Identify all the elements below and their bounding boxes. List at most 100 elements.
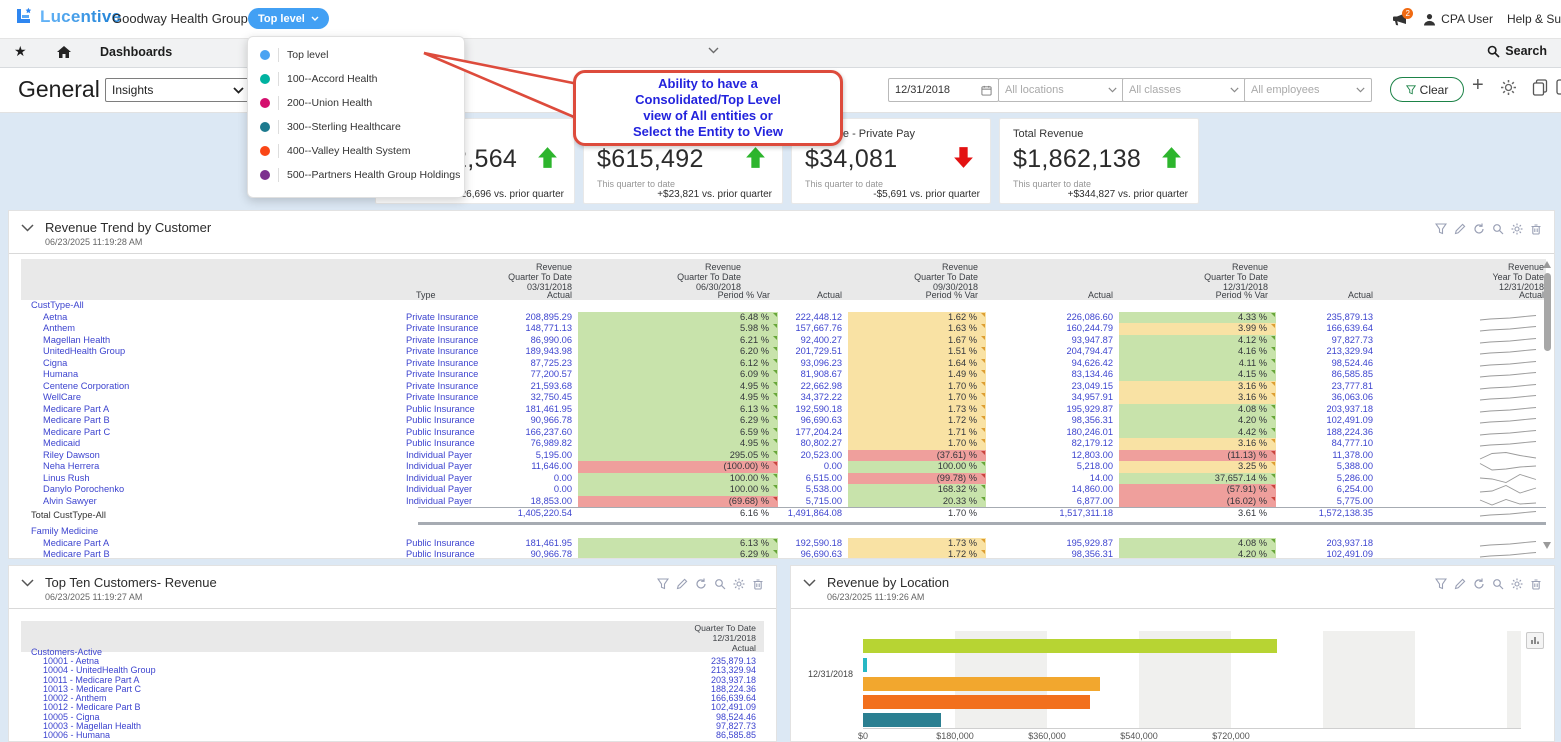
clipped-toolbar-icon[interactable] xyxy=(1556,79,1561,95)
customer-link[interactable]: Medicare Part B xyxy=(43,549,110,559)
entity-dropdown-item[interactable]: Top level xyxy=(248,43,464,67)
collapse-caret-icon[interactable] xyxy=(21,579,34,587)
view-select[interactable]: Insights xyxy=(105,78,251,102)
favorites-star-icon[interactable]: ★ xyxy=(14,43,27,59)
entity-dropdown-item[interactable]: 400--Valley Health System xyxy=(248,139,464,163)
customer-link[interactable]: Medicare Part A xyxy=(43,403,110,414)
chart-export-icon[interactable] xyxy=(1526,632,1544,649)
search-icon xyxy=(1487,45,1500,58)
customer-link[interactable]: Linus Rush xyxy=(43,472,90,483)
customer-link[interactable]: Danylo Porochenko xyxy=(43,484,125,494)
customer-link[interactable]: WellCare xyxy=(43,392,82,402)
customer-link[interactable]: Medicare Part B xyxy=(43,415,110,425)
zoom-icon[interactable] xyxy=(1492,578,1504,590)
add-icon[interactable]: + xyxy=(1472,74,1484,96)
customer-link[interactable]: 10005 - Cigna xyxy=(43,711,100,722)
settings-icon[interactable] xyxy=(1511,578,1523,590)
actual-value-cell: 90,966.78 xyxy=(530,415,572,425)
filter-icon[interactable] xyxy=(1435,223,1447,235)
delete-icon[interactable] xyxy=(1530,578,1542,590)
home-icon[interactable] xyxy=(56,44,72,59)
nav-dashboards[interactable]: Dashboards xyxy=(100,45,173,59)
gear-icon[interactable] xyxy=(1500,79,1517,96)
entity-dropdown-item[interactable]: 200--Union Health xyxy=(248,91,464,115)
customer-link[interactable]: Humana xyxy=(43,369,79,379)
actual-value-cell: 11,646.00 xyxy=(531,461,572,471)
customer-link[interactable]: 10012 - Medicare Part B xyxy=(43,702,141,713)
var-notch-icon xyxy=(981,439,985,443)
bar-segment[interactable] xyxy=(863,639,1277,653)
scroll-down-arrow[interactable] xyxy=(1543,542,1551,549)
customer-link[interactable]: Riley Dawson xyxy=(43,449,100,460)
customer-link[interactable]: Cigna xyxy=(43,357,68,368)
sparkline-chart xyxy=(1479,349,1537,355)
panel-title: Revenue Trend by Customer xyxy=(45,220,212,235)
customer-link[interactable]: Medicare Part C xyxy=(43,426,111,437)
settings-icon[interactable] xyxy=(1511,223,1523,235)
employees-filter-select[interactable]: All employees xyxy=(1244,78,1372,102)
zoom-icon[interactable] xyxy=(714,578,726,590)
date-filter-input[interactable]: 12/31/2018 xyxy=(888,78,999,102)
scrollbar-thumb[interactable] xyxy=(1544,273,1551,351)
customer-link[interactable]: 10002 - Anthem xyxy=(43,693,107,704)
table-row: Medicaid Public Insurance 76,989.82 4.95 % 8… xyxy=(21,438,1546,450)
actual-value-cell: 97,827.73 xyxy=(1331,334,1373,345)
refresh-icon[interactable] xyxy=(695,578,707,590)
customer-link[interactable]: 10001 - Aetna xyxy=(43,655,100,666)
edit-icon[interactable] xyxy=(676,578,688,590)
customer-link[interactable]: 10004 - UnitedHealth Group xyxy=(43,665,156,676)
refresh-icon[interactable] xyxy=(1473,223,1485,235)
table-scrollbar[interactable] xyxy=(1543,259,1552,551)
bar-segment[interactable] xyxy=(863,695,1090,709)
customer-link[interactable]: 10013 - Medicare Part C xyxy=(43,683,142,694)
bar-segment[interactable] xyxy=(863,658,867,672)
entity-dropdown-item[interactable]: 500--Partners Health Group Holdings xyxy=(248,163,464,187)
customer-link[interactable]: Aetna xyxy=(43,311,68,322)
dashboards-chevron-icon[interactable] xyxy=(708,47,719,54)
copy-pages-icon[interactable] xyxy=(1532,79,1548,96)
filter-icon[interactable] xyxy=(657,578,669,590)
customer-link[interactable]: 10003 - Magellan Health xyxy=(43,721,142,732)
announcements-button[interactable]: 2 xyxy=(1392,7,1414,27)
customer-link[interactable]: Alvin Sawyer xyxy=(43,495,97,506)
customer-link[interactable]: 10011 - Medicare Part A xyxy=(43,674,140,685)
entity-dropdown-item[interactable]: 100--Accord Health xyxy=(248,67,464,91)
var-notch-icon xyxy=(773,347,777,351)
customer-link[interactable]: UnitedHealth Group xyxy=(43,346,126,356)
customer-type: Public Insurance xyxy=(406,438,475,448)
entity-selector-pill[interactable]: Top level xyxy=(248,8,329,29)
lucentive-logo[interactable]: Lucentive xyxy=(14,7,121,27)
classes-filter-select[interactable]: All classes xyxy=(1122,78,1246,102)
customer-link[interactable]: Magellan Health xyxy=(43,334,111,345)
refresh-icon[interactable] xyxy=(1473,578,1485,590)
entity-dropdown-item[interactable]: 300--Sterling Healthcare xyxy=(248,115,464,139)
zoom-icon[interactable] xyxy=(1492,223,1504,235)
customer-link[interactable]: Centene Corporation xyxy=(43,380,130,391)
customer-link[interactable]: Medicare Part A xyxy=(43,537,110,548)
help-support-link[interactable]: Help & Su xyxy=(1507,12,1561,26)
settings-icon[interactable] xyxy=(733,578,745,590)
period-var-cell: 4.08 % xyxy=(1119,403,1276,415)
sparkline-cell xyxy=(1379,358,1546,370)
column-sub-header: Actual xyxy=(816,290,842,300)
bar-segment[interactable] xyxy=(863,713,941,727)
bar-segment[interactable] xyxy=(863,677,1100,691)
delete-icon[interactable] xyxy=(1530,223,1542,235)
collapse-caret-icon[interactable] xyxy=(21,224,34,232)
collapse-caret-icon[interactable] xyxy=(803,579,816,587)
table-row: Humana Private Insurance 77,200.57 6.09 % 81… xyxy=(21,369,1546,381)
scroll-up-arrow[interactable] xyxy=(1543,261,1551,268)
actual-value-cell: 6,254.00 xyxy=(1336,484,1373,494)
clear-filters-button[interactable]: Clear xyxy=(1390,77,1464,102)
locations-filter-select[interactable]: All locations xyxy=(998,78,1124,102)
user-menu[interactable]: CPA User xyxy=(1423,12,1493,26)
delete-icon[interactable] xyxy=(752,578,764,590)
customer-link[interactable]: Anthem xyxy=(43,323,76,333)
search-button[interactable]: Search xyxy=(1487,44,1547,58)
customer-link[interactable]: Medicaid xyxy=(43,438,81,448)
customer-link[interactable]: Neha Herrera xyxy=(43,461,100,471)
edit-icon[interactable] xyxy=(1454,578,1466,590)
edit-icon[interactable] xyxy=(1454,223,1466,235)
customer-link[interactable]: 10006 - Humana xyxy=(43,730,111,741)
filter-icon[interactable] xyxy=(1435,578,1447,590)
